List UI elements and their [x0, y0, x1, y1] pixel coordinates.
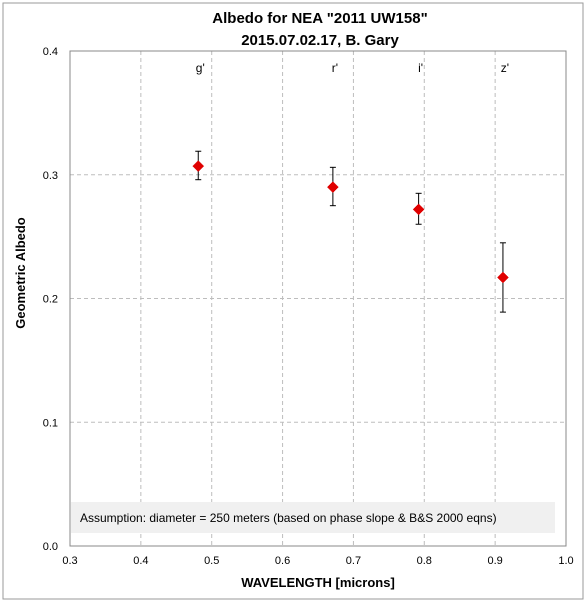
plot-area [69, 50, 567, 547]
x-tick-label: 0.5 [204, 555, 219, 567]
filter-label: i' [418, 61, 423, 75]
y-tick-label: 0.0 [43, 541, 58, 553]
filter-label: z' [501, 61, 509, 75]
data-point-marker [327, 181, 339, 193]
data-point-marker [497, 271, 509, 284]
chart-title: Albedo for NEA "2011 UW158" [212, 10, 427, 27]
x-axis-label: WAVELENGTH [microns] [241, 575, 395, 590]
x-tick-label: 1.0 [558, 555, 573, 567]
grid-lines [70, 51, 566, 546]
data-points [192, 160, 509, 284]
annotation-text: Assumption: diameter = 250 meters (based… [80, 511, 497, 525]
x-tick-label: 0.3 [62, 555, 77, 567]
filter-labels: g' r' i' z' [196, 61, 509, 75]
y-tick-label: 0.4 [43, 46, 58, 58]
annotation-box [71, 502, 555, 533]
x-tick-label: 0.6 [275, 555, 290, 567]
y-axis-label: Geometric Albedo [13, 217, 28, 329]
y-tick-label: 0.1 [43, 417, 58, 429]
data-point-marker [412, 203, 425, 216]
x-tick-label: 0.8 [417, 555, 432, 567]
y-tick-label: 0.3 [43, 170, 58, 182]
data-point-marker [192, 160, 205, 172]
x-tick-label: 0.4 [133, 555, 148, 567]
x-tick-label: 0.9 [487, 555, 502, 567]
filter-label: g' [196, 61, 205, 75]
axis-ticks: 0.3 0.4 0.5 0.6 0.7 0.8 0.9 1.0 0.0 0.1 0.2 0.3 0.4 [43, 46, 574, 567]
filter-label: r' [332, 61, 338, 75]
x-tick-label: 0.7 [346, 555, 361, 567]
chart-subtitle: 2015.07.02.17, B. Gary [241, 32, 399, 49]
y-tick-label: 0.2 [43, 294, 58, 306]
